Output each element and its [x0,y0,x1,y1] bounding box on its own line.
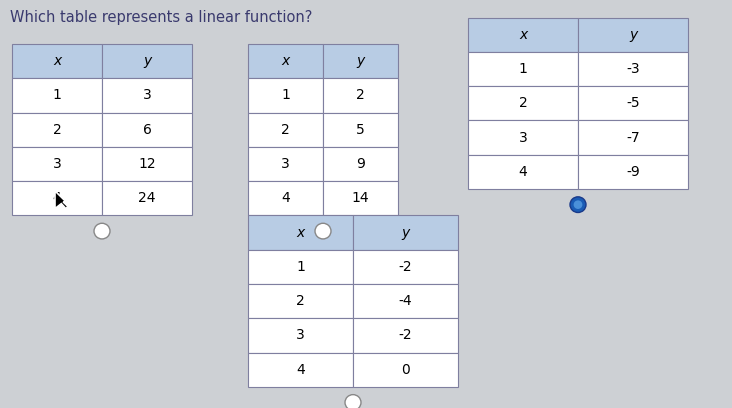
Text: 3: 3 [281,157,290,171]
Text: 3: 3 [519,131,527,144]
Bar [578,155,688,189]
Bar [323,181,398,215]
Text: 12: 12 [138,157,156,171]
Bar [248,353,353,387]
Text: 4: 4 [281,191,290,205]
Bar [102,113,192,147]
Text: x: x [519,28,527,42]
Text: -5: -5 [626,96,640,110]
Bar [12,147,102,181]
Text: 3: 3 [143,89,152,102]
Text: 4: 4 [519,165,527,179]
Bar [353,318,458,353]
Bar [248,44,323,78]
Text: 14: 14 [351,191,370,205]
Bar [248,215,353,250]
Text: 2: 2 [296,294,305,308]
Text: -2: -2 [399,260,412,274]
Text: -7: -7 [626,131,640,144]
Text: 2: 2 [53,123,61,137]
Text: x: x [53,54,61,68]
Ellipse shape [574,200,583,209]
Text: -9: -9 [626,165,640,179]
Text: 24: 24 [138,191,156,205]
Ellipse shape [94,223,110,239]
Text: 2: 2 [281,123,290,137]
Bar [248,113,323,147]
Text: 4: 4 [53,191,61,205]
Ellipse shape [315,223,331,239]
Bar [248,181,323,215]
Ellipse shape [570,197,586,213]
Bar [323,147,398,181]
Text: -3: -3 [626,62,640,76]
Bar [468,18,578,52]
Bar [102,147,192,181]
Text: 1: 1 [296,260,305,274]
Text: 0: 0 [401,363,410,377]
Polygon shape [55,191,68,208]
Ellipse shape [345,395,361,408]
Bar [353,215,458,250]
Bar [323,113,398,147]
Bar [353,284,458,318]
Bar [248,284,353,318]
Text: Which table represents a linear function?: Which table represents a linear function… [10,10,313,25]
Bar [468,155,578,189]
Bar [12,44,102,78]
Text: 2: 2 [356,89,365,102]
Bar [578,120,688,155]
Bar [248,318,353,353]
Text: 5: 5 [356,123,365,137]
Text: x: x [296,226,305,239]
Bar [323,78,398,113]
Bar [468,86,578,120]
Bar [248,147,323,181]
Bar [102,44,192,78]
Bar [102,181,192,215]
Bar [468,52,578,86]
Text: -4: -4 [399,294,412,308]
Bar [12,113,102,147]
Text: 6: 6 [143,123,152,137]
Text: 1: 1 [53,89,61,102]
Bar [578,18,688,52]
Bar [353,250,458,284]
Text: 2: 2 [519,96,527,110]
Bar [248,250,353,284]
Text: 3: 3 [296,328,305,342]
Bar [12,181,102,215]
Text: y: y [629,28,637,42]
Bar [12,78,102,113]
Text: 1: 1 [281,89,290,102]
Text: -2: -2 [399,328,412,342]
Bar [248,78,323,113]
Text: y: y [401,226,410,239]
Text: y: y [143,54,151,68]
Bar [578,86,688,120]
Bar [578,52,688,86]
Text: x: x [281,54,290,68]
Text: y: y [356,54,365,68]
Bar [353,353,458,387]
Bar [468,120,578,155]
Bar [102,78,192,113]
Text: 3: 3 [53,157,61,171]
Text: 1: 1 [518,62,528,76]
Text: 4: 4 [296,363,305,377]
Text: 9: 9 [356,157,365,171]
Bar [323,44,398,78]
